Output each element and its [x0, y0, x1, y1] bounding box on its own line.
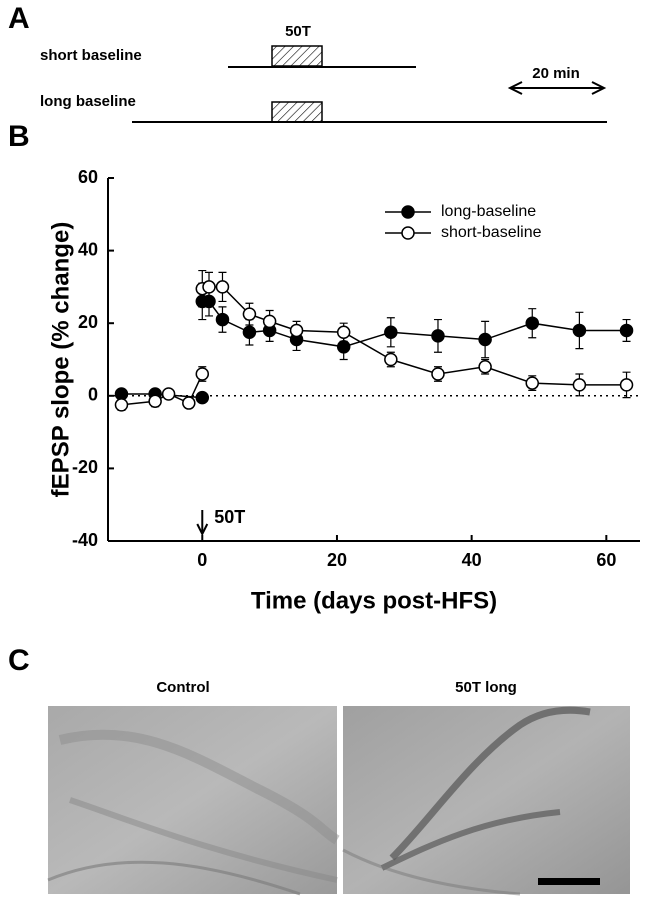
x-tick-label: 40 [462, 550, 482, 570]
scale-arrow [507, 81, 607, 95]
y-tick-label: 40 [78, 239, 98, 259]
stimulus-label: 50T [285, 23, 311, 40]
data-point [384, 352, 398, 367]
data-point [525, 316, 540, 330]
data-point [478, 360, 492, 374]
stimulus-box [271, 45, 323, 67]
data-point [148, 394, 162, 408]
legend-label: long-baseline [441, 203, 536, 220]
annotation-arrow-head [196, 523, 209, 537]
legend-marker [401, 226, 415, 240]
scale-label: 20 min [532, 65, 580, 82]
x-tick-label: 0 [197, 550, 207, 570]
y-tick-label: 20 [78, 312, 98, 332]
chart: -40 -20 0 20 40 60 0 20 40 60 Time (days post-HFS)… [47, 167, 640, 614]
legend-marker [401, 205, 415, 219]
panel-label: B [8, 120, 30, 153]
data-point [619, 378, 634, 392]
data-point [336, 340, 351, 354]
row-label: short baseline [40, 47, 142, 64]
image-title: Control [156, 679, 209, 696]
data-point [215, 280, 230, 294]
data-point [289, 323, 304, 338]
data-point [478, 332, 492, 347]
data-point [336, 325, 351, 340]
data-point [202, 280, 216, 294]
y-tick-label: 60 [78, 167, 98, 187]
y-tick-label: 0 [88, 385, 98, 405]
row-label: long baseline [40, 93, 136, 110]
y-tick-label: -20 [72, 457, 98, 477]
annotation-label: 50T [214, 507, 245, 527]
data-point [619, 323, 634, 338]
y-tick-label: -40 [72, 530, 98, 550]
data-point [215, 312, 230, 327]
x-axis-label: Time (days post-HFS) [251, 587, 497, 614]
stimulus-box [271, 101, 323, 123]
panel-label: C [8, 644, 30, 677]
data-point [195, 367, 210, 381]
data-point [572, 378, 587, 392]
data-point [161, 387, 176, 401]
data-point [242, 307, 257, 321]
data-point [431, 367, 445, 381]
data-point [262, 314, 277, 329]
data-point [384, 325, 398, 340]
x-tick-label: 60 [596, 550, 616, 570]
image-title: 50T long [455, 679, 517, 696]
data-point [242, 325, 257, 340]
data-point [195, 390, 210, 405]
micrograph [47, 706, 340, 896]
y-axis-label: fEPSP slope (% change) [47, 222, 74, 498]
micrograph [342, 706, 630, 896]
data-point [572, 323, 587, 338]
legend-label: short-baseline [441, 224, 542, 241]
data-point [114, 398, 129, 412]
x-tick-label: 20 [327, 550, 347, 570]
data-point [182, 396, 196, 410]
panel-label: A [8, 2, 30, 35]
data-point [431, 329, 445, 343]
data-point [525, 376, 540, 390]
